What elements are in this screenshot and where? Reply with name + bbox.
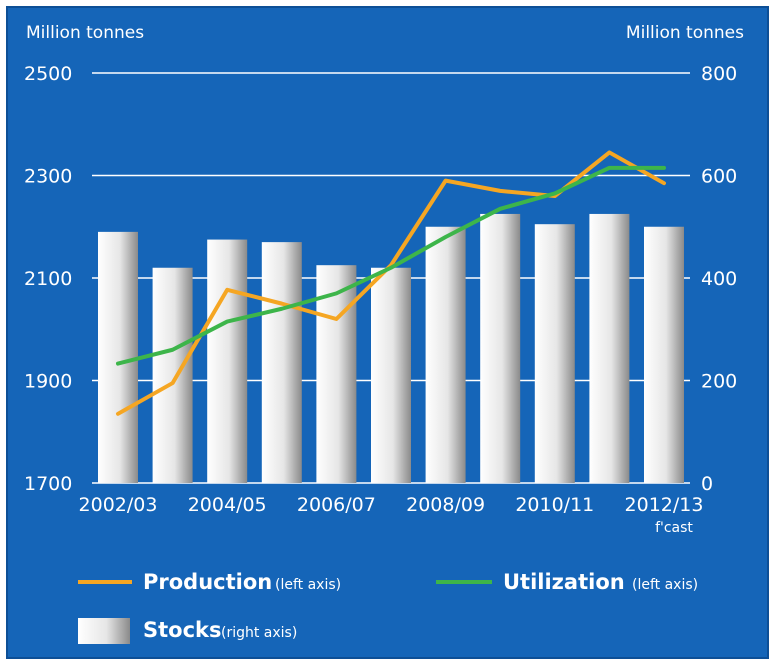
- production-line: [116, 150, 666, 416]
- series-lines: [116, 150, 666, 416]
- legend-utilization-note: (left axis): [632, 577, 698, 593]
- x-tick-label: 2002/03: [79, 494, 158, 516]
- left-axis-tick-label: 2300: [24, 166, 72, 188]
- stocks-bar: [480, 213, 521, 483]
- right-axis-tick-label: 200: [701, 371, 737, 393]
- stocks-bar: [425, 226, 466, 483]
- stocks-bar: [589, 213, 630, 483]
- right-axis-tick-label: 400: [701, 268, 737, 290]
- utilization-line: [116, 165, 666, 366]
- legend-stocks-label: Stocks: [143, 618, 222, 642]
- stocks-bar: [644, 226, 684, 483]
- x-tick-label: 2008/09: [406, 494, 485, 516]
- legend-stocks-swatch: [78, 618, 130, 644]
- left-axis-tick-label: 2100: [24, 268, 72, 290]
- stocks-bar: [152, 267, 193, 483]
- legend-production-label: Production: [143, 570, 272, 594]
- left-axis-unit-label: Million tonnes: [26, 23, 144, 43]
- axis-ticks: 1700 0 1900 200 2100 400 2300 600 2500 800 2002/03…: [24, 63, 737, 536]
- left-axis-tick-label: 1900: [24, 371, 72, 393]
- x-tick-label: 2012/13: [625, 494, 704, 516]
- stocks-bar: [534, 224, 575, 483]
- x-tick-label: 2010/11: [515, 494, 594, 516]
- stocks-bar: [316, 265, 357, 483]
- x-tick-note: f'cast: [655, 520, 693, 536]
- left-axis-tick-label: 2500: [24, 63, 72, 85]
- legend-utilization-label: Utilization: [503, 570, 625, 594]
- right-axis-tick-label: 0: [701, 473, 713, 495]
- stocks-bar: [98, 231, 138, 483]
- right-axis-tick-label: 800: [701, 63, 737, 85]
- x-tick-label: 2006/07: [297, 494, 376, 516]
- stocks-bar: [371, 267, 411, 483]
- legend-production-note: (left axis): [275, 577, 341, 593]
- x-tick-label: 2004/05: [188, 494, 267, 516]
- stocks-bar: [261, 242, 302, 483]
- right-axis-tick-label: 600: [701, 166, 737, 188]
- stocks-bar: [207, 239, 248, 483]
- legend-stocks-note: (right axis): [221, 625, 297, 641]
- stocks-bars: [98, 213, 684, 483]
- right-axis-unit-label: Million tonnes: [626, 23, 744, 43]
- left-axis-tick-label: 1700: [24, 473, 72, 495]
